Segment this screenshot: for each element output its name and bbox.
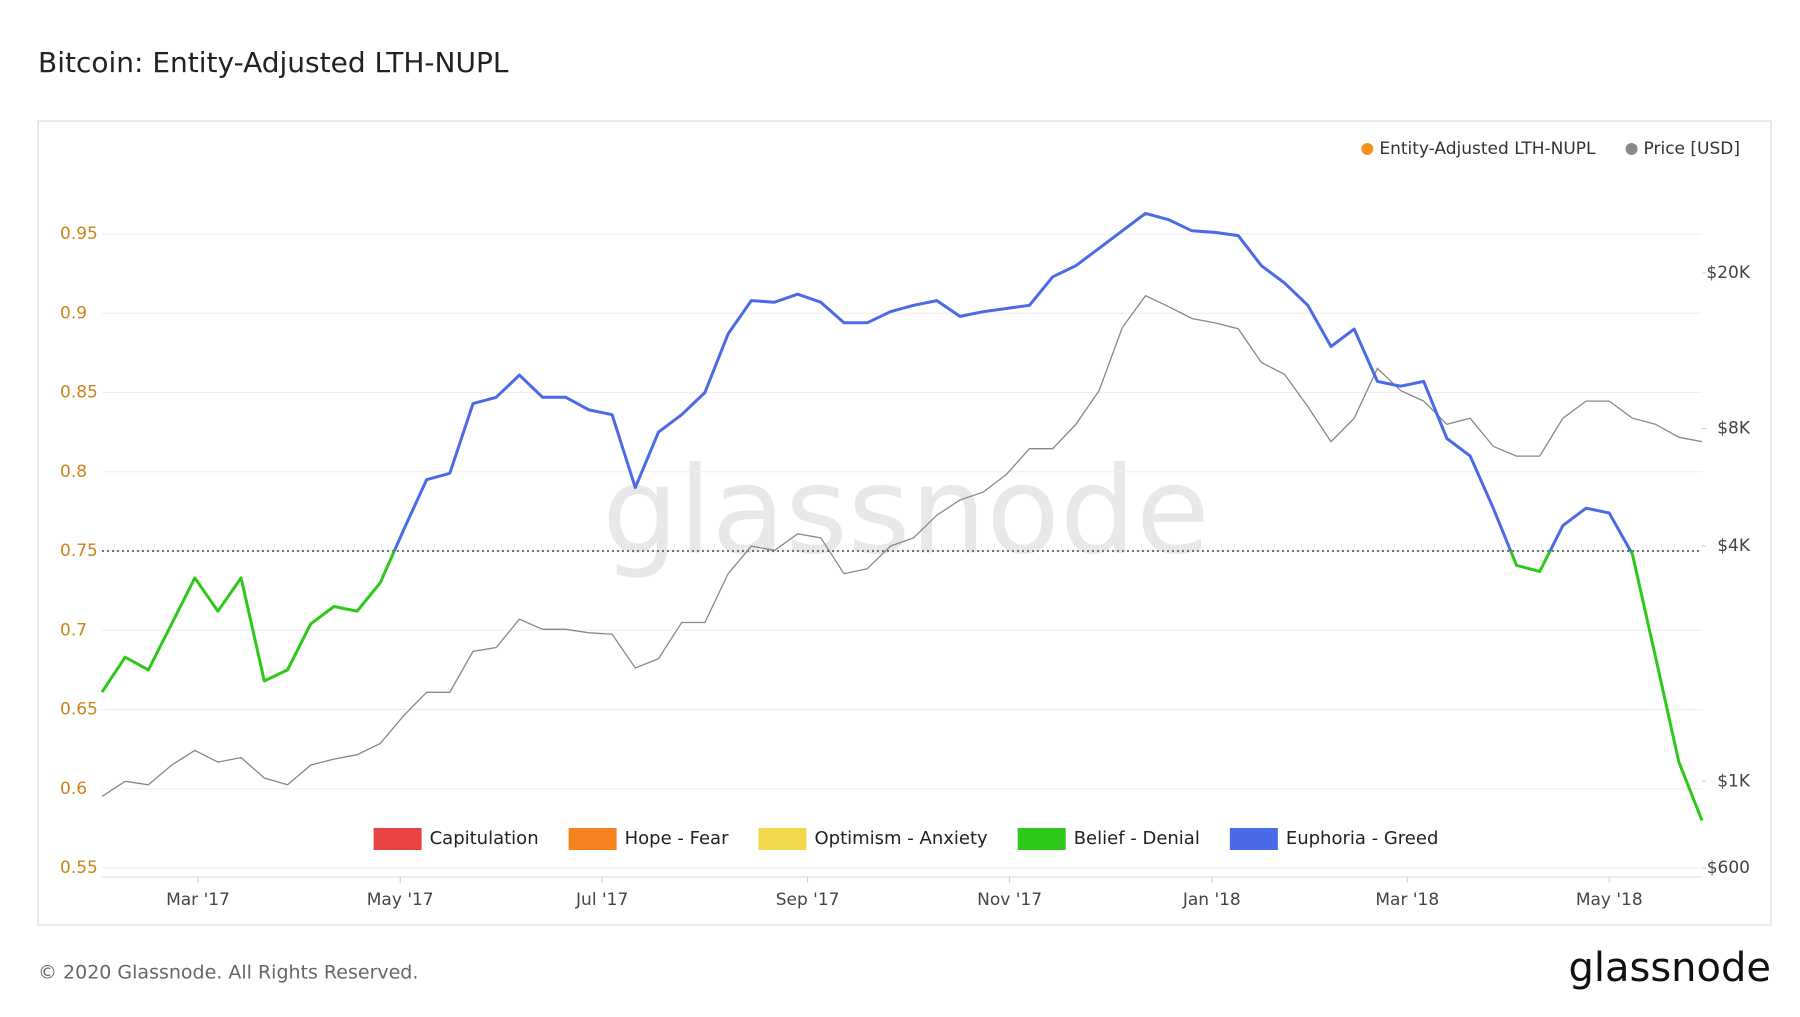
y-tick-label: 0.7 (60, 620, 87, 640)
zone-label: Capitulation (430, 828, 539, 849)
x-tick-label: Jan '18 (1182, 890, 1241, 910)
y-tick-label: 0.75 (60, 541, 98, 561)
zone-label: Belief - Denial (1074, 828, 1200, 849)
zone-legend: Capitulation Hope - Fear Optimism - Anxiet… (373, 828, 1439, 850)
logo: glassnode (1568, 945, 1771, 991)
x-tick-label: Sep '17 (776, 890, 840, 910)
zone-label: Hope - Fear (625, 828, 729, 849)
watermark: glassnode (602, 443, 1210, 582)
x-tick-label: Jul '17 (575, 890, 628, 910)
zone-label: Optimism - Anxiety (814, 828, 988, 849)
y2-tick-label: $600 (1707, 858, 1750, 878)
x-tick-label: May '18 (1576, 890, 1643, 910)
y-tick-label: 0.55 (60, 858, 98, 878)
x-tick-label: Mar '18 (1375, 890, 1439, 910)
chart-frame (37, 120, 1772, 926)
y-tick-label: 0.6 (60, 779, 87, 799)
x-tick-label: Mar '17 (166, 890, 230, 910)
y-tick-label: 0.9 (60, 303, 87, 323)
y-tick-label: 0.8 (60, 462, 87, 482)
y2-tick-label: $1K (1717, 771, 1751, 791)
zone-swatch (1229, 828, 1278, 850)
zone-swatch (1017, 828, 1066, 850)
y2-tick-label: $20K (1706, 263, 1750, 283)
y-tick-label: 0.65 (60, 700, 98, 720)
legend-dot (1361, 143, 1374, 155)
zone-swatch (568, 828, 617, 850)
chart-title: Bitcoin: Entity-Adjusted LTH-NUPL (38, 46, 509, 79)
y-tick-label: 0.95 (60, 224, 98, 244)
x-tick-label: May '17 (367, 890, 434, 910)
nupl-line-above (392, 211, 1633, 551)
nupl-line-below (100, 551, 1704, 822)
x-tick-label: Nov '17 (977, 890, 1042, 910)
zone-label: Euphoria - Greed (1286, 828, 1439, 849)
legend-dot (1625, 143, 1638, 155)
y2-tick-label: $8K (1717, 418, 1751, 438)
zone-swatch (373, 828, 422, 850)
legend-label: Price [USD] (1644, 139, 1740, 159)
zone-swatch (758, 828, 807, 850)
footer: © 2020 Glassnode. All Rights Reserved. (38, 962, 418, 984)
y-tick-label: 0.85 (60, 383, 98, 403)
legend-label: Entity-Adjusted LTH-NUPL (1379, 139, 1596, 159)
y2-tick-label: $4K (1717, 536, 1751, 556)
